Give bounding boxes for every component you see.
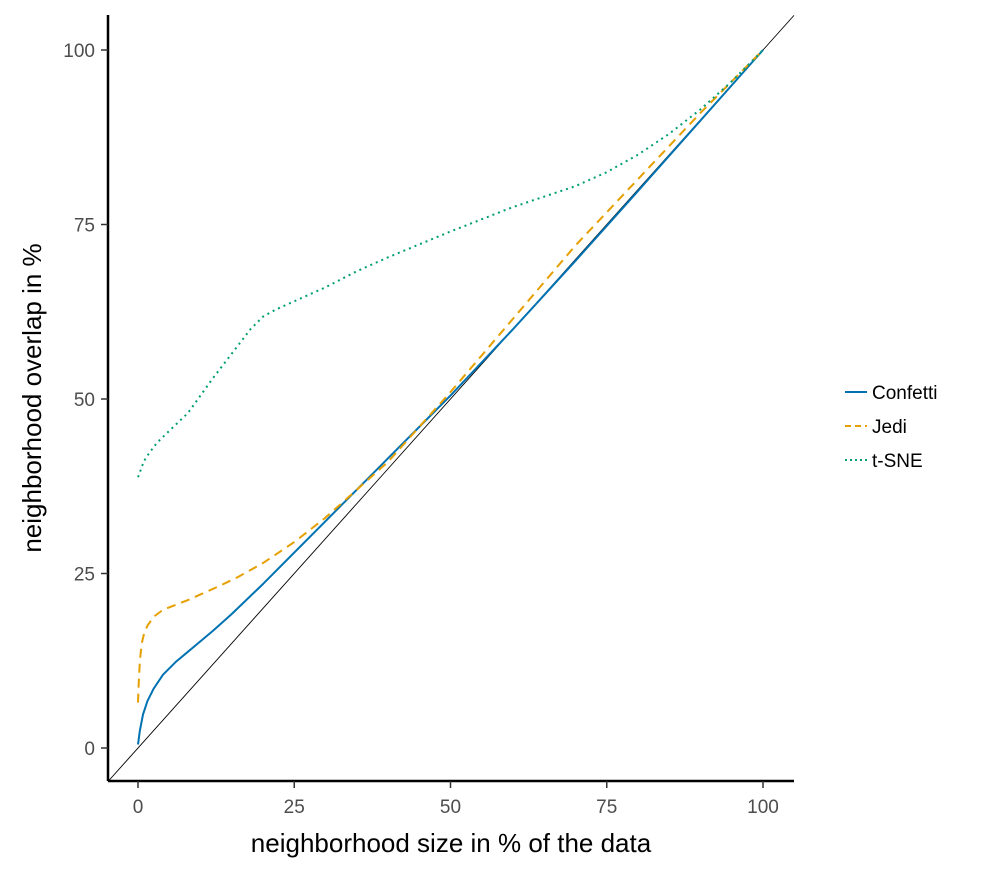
y-tick-label: 75 bbox=[74, 216, 95, 237]
y-tick-label: 25 bbox=[74, 565, 95, 586]
legend-label-t-sne: t-SNE bbox=[872, 451, 923, 472]
series-line-confetti bbox=[137, 49, 764, 745]
y-tick-label: 100 bbox=[63, 41, 95, 62]
series-line-t-sne bbox=[137, 49, 764, 478]
lines-layer bbox=[107, 15, 795, 782]
legend-label-jedi: Jedi bbox=[872, 417, 907, 438]
legend-label-confetti: Confetti bbox=[872, 383, 937, 404]
x-tick-label: 25 bbox=[284, 797, 305, 818]
y-tick-label: 0 bbox=[84, 739, 95, 760]
x-tick-label: 50 bbox=[440, 797, 461, 818]
y-tick-label: 50 bbox=[74, 390, 95, 411]
x-tick-label: 75 bbox=[596, 797, 617, 818]
plot-area: 0 25 50 75 100 0 25 50 75 100 bbox=[63, 15, 795, 818]
series-line-jedi bbox=[137, 49, 764, 703]
x-tick-label: 0 bbox=[133, 797, 144, 818]
x-ticks: 0 25 50 75 100 bbox=[133, 781, 779, 818]
y-axis-title: neighborhood overlap in % bbox=[17, 243, 47, 552]
x-axis-title: neighborhood size in % of the data bbox=[251, 828, 652, 858]
y-ticks: 0 25 50 75 100 bbox=[63, 41, 108, 760]
x-tick-label: 100 bbox=[747, 797, 779, 818]
legend: Confetti Jedi t-SNE bbox=[845, 383, 937, 472]
